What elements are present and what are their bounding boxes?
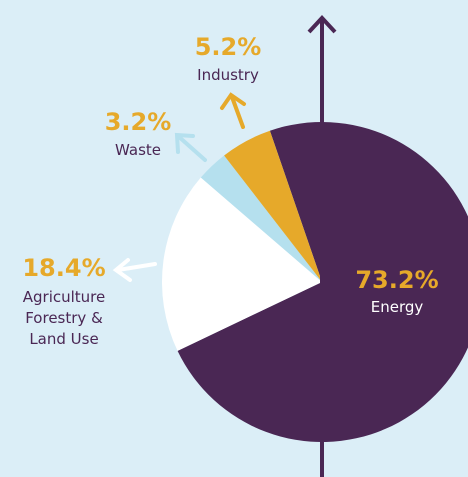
arrow-head <box>307 15 337 34</box>
pointer-head <box>174 132 195 154</box>
label-line: Forestry & <box>25 309 103 327</box>
category-label: Energy <box>371 298 424 316</box>
label-line: Land Use <box>29 330 98 348</box>
value-label: 5.2% <box>195 33 262 61</box>
value-label: 73.2% <box>355 266 438 294</box>
category-label: Agriculture Forestry & Land Use <box>23 288 106 348</box>
pie-slice <box>224 130 322 282</box>
pointer-head <box>112 258 132 282</box>
category-label: Industry <box>197 66 259 84</box>
label-line: Agriculture <box>23 288 106 306</box>
value-label: 3.2% <box>105 108 172 136</box>
pointer-arrow <box>230 95 245 129</box>
pie-slice <box>200 155 322 282</box>
label-line: Energy <box>371 298 424 316</box>
category-label: Waste <box>115 141 161 159</box>
labels: 73.2% Energy 18.4% Agriculture Forestry & Lan… <box>22 33 438 348</box>
pointer-arrow <box>176 134 207 162</box>
label-line: Industry <box>197 66 259 84</box>
value-label: 18.4% <box>22 254 105 282</box>
pie-slice <box>161 177 322 351</box>
pointer-arrow <box>116 262 157 272</box>
label-line: Waste <box>115 141 161 159</box>
pointer-head <box>220 92 246 110</box>
